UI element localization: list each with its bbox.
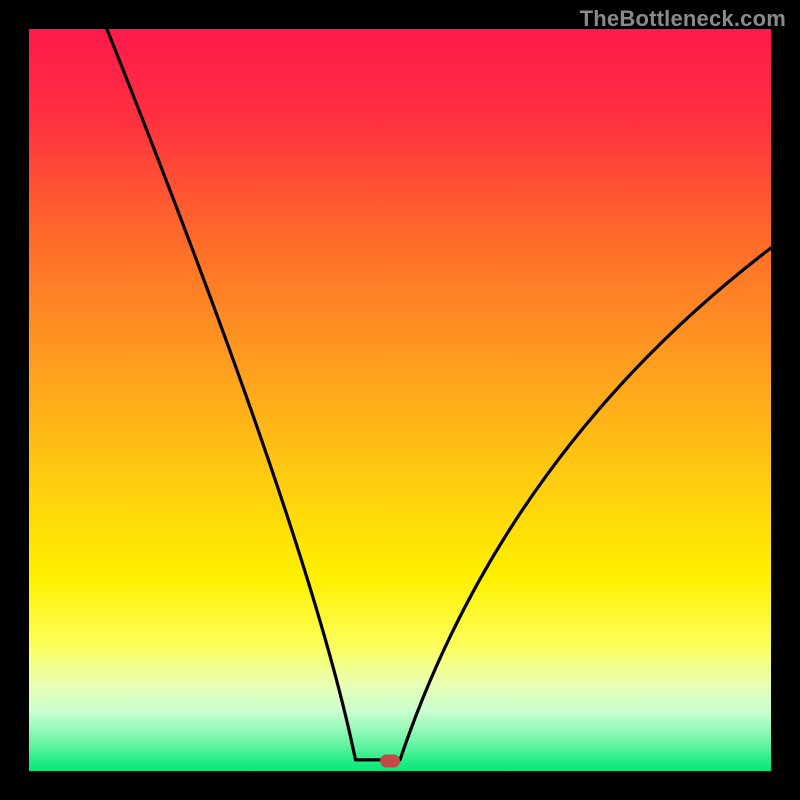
plot-area (29, 29, 771, 771)
bottleneck-marker (380, 754, 400, 767)
outer-frame: TheBottleneck.com (0, 0, 800, 800)
bottleneck-curve (29, 29, 771, 771)
